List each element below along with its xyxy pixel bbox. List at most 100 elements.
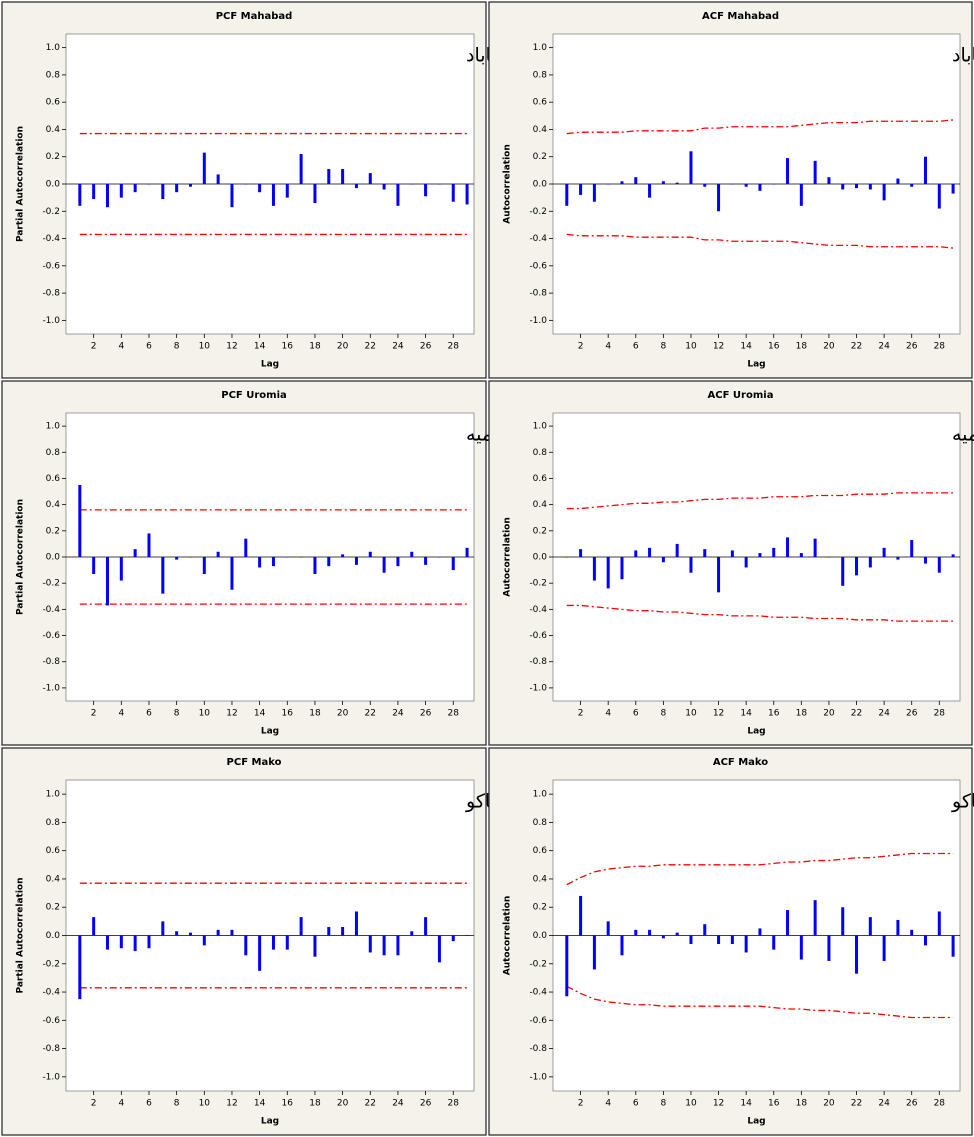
y-tick-label: 0.6 xyxy=(533,98,548,108)
bar xyxy=(244,936,247,956)
y-axis-label: Autocorrelation xyxy=(503,144,513,224)
y-tick-label: -0.4 xyxy=(529,234,547,244)
x-tick-label: 8 xyxy=(661,709,667,719)
bar xyxy=(662,557,665,562)
bar xyxy=(300,557,303,558)
x-tick-label: 2 xyxy=(578,342,584,352)
bar xyxy=(369,173,372,184)
y-tick-label: -0.2 xyxy=(42,959,60,969)
x-tick-label: 4 xyxy=(605,342,611,352)
bar xyxy=(786,537,789,557)
y-tick-label: -1.0 xyxy=(529,316,547,326)
y-tick-label: -0.4 xyxy=(529,605,547,615)
y-tick-label: -0.2 xyxy=(42,579,60,589)
bar xyxy=(648,184,651,198)
x-tick-label: 26 xyxy=(420,1099,432,1109)
bar xyxy=(565,936,568,997)
bar xyxy=(217,552,220,557)
bar xyxy=(869,557,872,567)
bar xyxy=(745,184,748,187)
bar xyxy=(161,184,164,199)
annotation: ایستگاه ارومیه xyxy=(952,423,974,446)
bar xyxy=(745,557,748,567)
bar xyxy=(106,557,109,605)
bar xyxy=(120,936,123,949)
y-tick-label: 1.0 xyxy=(46,43,61,53)
y-tick-label: 0.2 xyxy=(46,903,60,913)
x-tick-label: 16 xyxy=(768,709,780,719)
bar xyxy=(313,557,316,574)
bar xyxy=(410,931,413,935)
y-tick-label: 1.0 xyxy=(533,790,548,800)
y-tick-label: -0.6 xyxy=(529,1016,547,1026)
bar xyxy=(841,907,844,935)
y-tick-label: 0.4 xyxy=(533,125,548,135)
x-tick-label: 6 xyxy=(146,709,152,719)
bar xyxy=(217,174,220,184)
bar xyxy=(883,184,886,200)
bar xyxy=(327,557,330,566)
y-tick-label: 0.2 xyxy=(533,152,547,162)
bar xyxy=(883,548,886,557)
x-tick-label: 28 xyxy=(934,342,946,352)
x-tick-label: 10 xyxy=(199,709,211,719)
y-tick-label: 0.4 xyxy=(46,500,61,510)
bar xyxy=(800,184,803,206)
bar xyxy=(676,183,679,184)
x-tick-label: 12 xyxy=(226,709,237,719)
x-tick-label: 10 xyxy=(199,1099,211,1109)
bar xyxy=(924,557,927,564)
bar xyxy=(717,557,720,592)
x-tick-label: 4 xyxy=(605,709,611,719)
y-tick-label: -1.0 xyxy=(529,683,547,693)
x-tick-label: 20 xyxy=(823,709,835,719)
bar xyxy=(466,936,469,937)
bar xyxy=(78,485,81,557)
y-tick-label: 0.0 xyxy=(46,180,61,190)
x-tick-label: 28 xyxy=(934,709,946,719)
y-tick-label: -0.6 xyxy=(42,631,60,641)
y-tick-label: 0.4 xyxy=(533,874,548,884)
bar xyxy=(703,549,706,557)
bar xyxy=(355,557,358,565)
x-tick-label: 24 xyxy=(878,1099,890,1109)
x-tick-label: 22 xyxy=(365,342,376,352)
bar xyxy=(855,184,858,188)
y-tick-label: 0.4 xyxy=(46,874,61,884)
figure: PCF Mahabadایستگاه مهابادLagPartial Auto… xyxy=(0,0,974,1137)
bar xyxy=(662,936,665,939)
bar xyxy=(286,184,289,198)
chart-title: ACF Uromia xyxy=(708,390,774,401)
x-tick-label: 4 xyxy=(118,709,124,719)
bar xyxy=(286,557,289,558)
y-tick-label: 0.6 xyxy=(533,474,548,484)
annotation: ایستگاه ماکو xyxy=(951,790,974,813)
bar xyxy=(106,936,109,950)
y-tick-label: -1.0 xyxy=(42,683,60,693)
bar xyxy=(855,936,858,974)
x-tick-label: 22 xyxy=(365,1099,376,1109)
bar xyxy=(593,936,596,970)
y-tick-label: -0.4 xyxy=(42,988,60,998)
bar xyxy=(272,936,275,950)
x-tick-label: 10 xyxy=(685,709,697,719)
bar xyxy=(579,549,582,557)
bar xyxy=(841,184,844,189)
bar xyxy=(772,184,775,185)
bar xyxy=(244,539,247,557)
bar xyxy=(147,533,150,557)
x-tick-label: 26 xyxy=(420,709,432,719)
bar xyxy=(327,927,330,935)
x-tick-label: 22 xyxy=(851,709,862,719)
bar xyxy=(410,552,413,557)
bar xyxy=(896,179,899,184)
x-tick-label: 12 xyxy=(713,709,724,719)
y-tick-label: 0.0 xyxy=(46,553,61,563)
x-tick-label: 4 xyxy=(118,342,124,352)
x-tick-label: 20 xyxy=(823,1099,835,1109)
x-tick-label: 16 xyxy=(282,342,294,352)
bar xyxy=(78,936,81,1000)
bar xyxy=(438,936,441,963)
y-tick-label: 0.6 xyxy=(533,846,548,856)
y-tick-label: 0.0 xyxy=(533,553,548,563)
